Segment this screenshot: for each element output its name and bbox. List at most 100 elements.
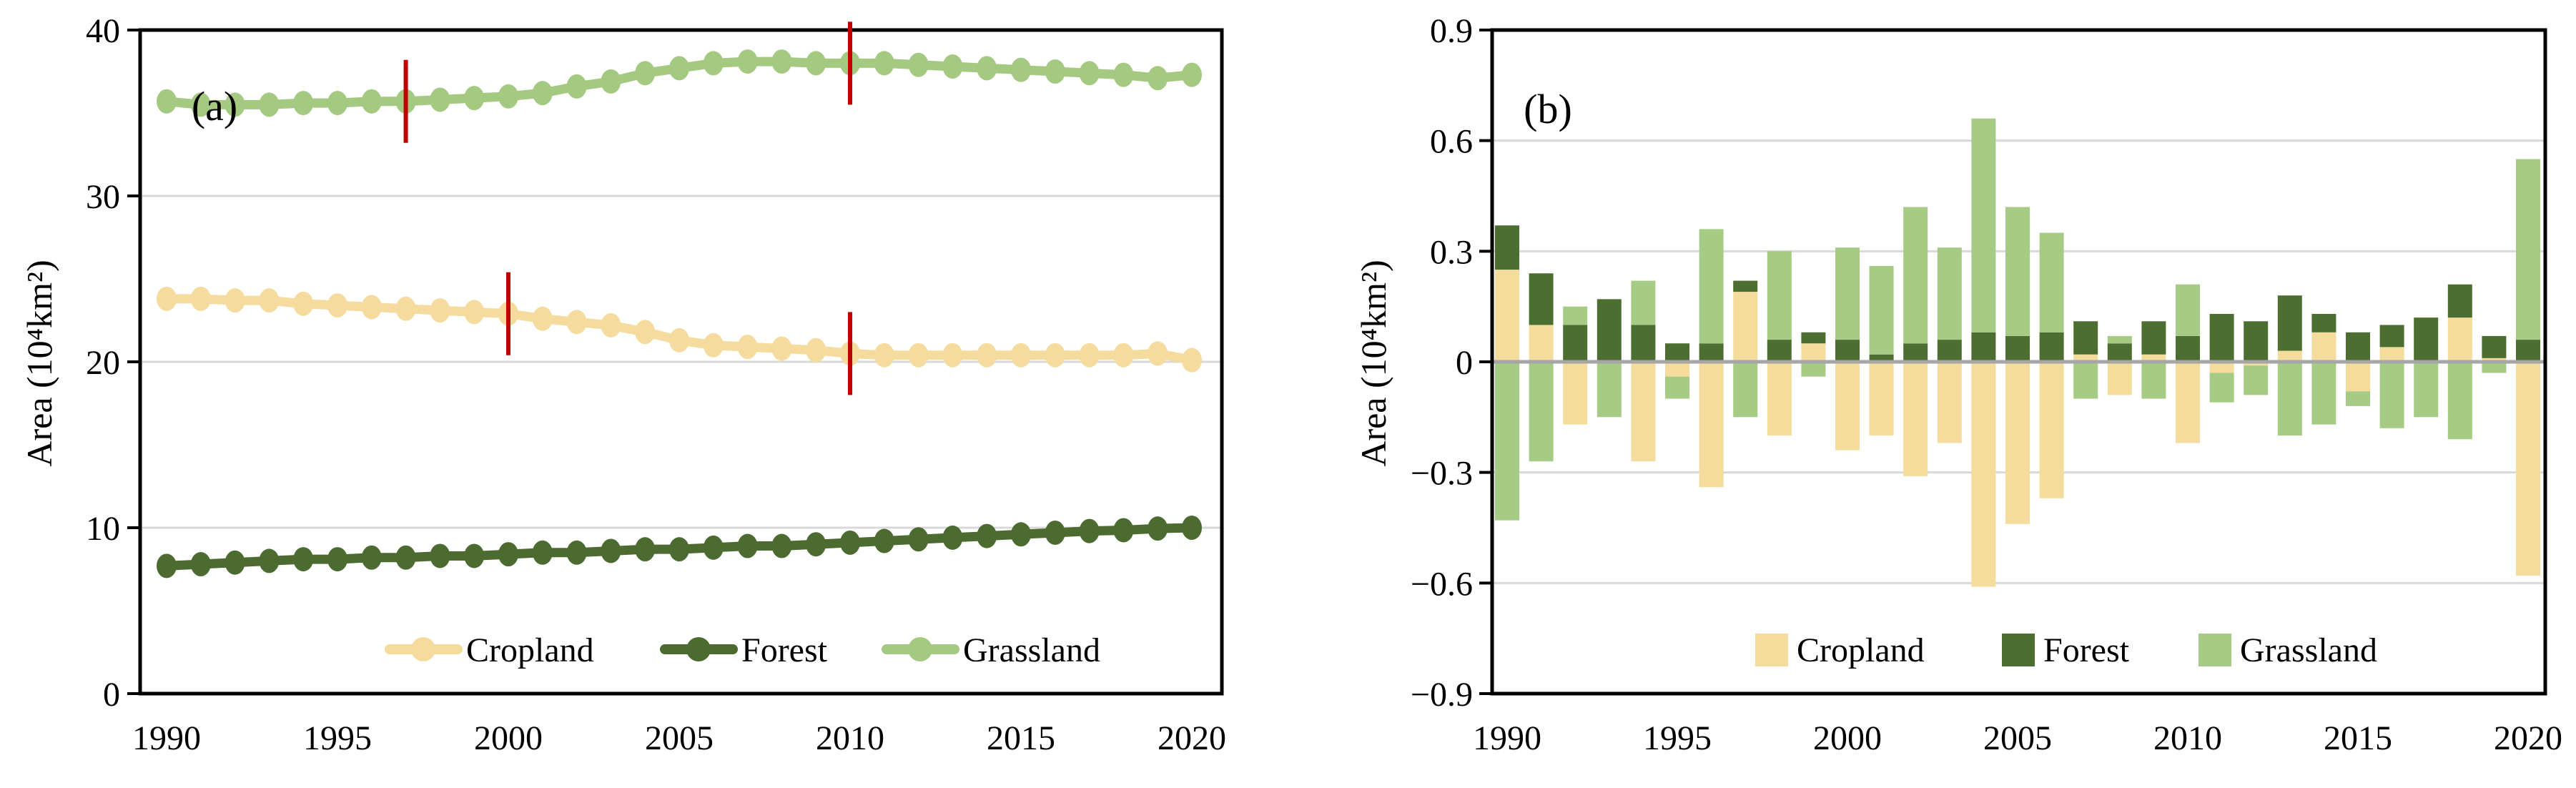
legend-swatch xyxy=(2199,634,2231,666)
data-point-forest xyxy=(669,537,689,562)
legend-dot-marker xyxy=(908,637,932,661)
data-point-forest xyxy=(259,548,280,573)
data-point-cropland xyxy=(669,327,689,353)
bar-segment-forest xyxy=(2209,313,2234,362)
bar-segment-cropland xyxy=(2346,362,2370,392)
data-point-grassland xyxy=(771,49,792,74)
data-point-forest xyxy=(1045,520,1065,545)
y-tick-label: 0.3 xyxy=(1430,233,1473,271)
bar-segment-cropland xyxy=(2039,362,2064,498)
bar-segment-forest xyxy=(1835,340,1860,362)
x-tick-label: 1990 xyxy=(1473,719,1541,757)
data-point-cropland xyxy=(977,343,997,368)
data-point-grassland xyxy=(1045,59,1065,84)
data-point-cropland xyxy=(566,310,587,335)
data-point-cropland xyxy=(942,343,963,368)
bar-segment-cropland xyxy=(2141,354,2166,362)
bar-segment-forest xyxy=(1767,340,1792,362)
data-point-forest xyxy=(1113,518,1134,543)
bar-segment-cropland xyxy=(2277,350,2302,362)
bar-segment-grassland xyxy=(1801,362,1826,377)
data-point-grassland xyxy=(361,89,382,114)
data-point-grassland xyxy=(737,49,758,74)
bar-segment-grassland xyxy=(1563,306,1588,325)
bar-segment-cropland xyxy=(1495,270,1519,362)
data-point-cropland xyxy=(464,300,485,325)
bar-segment-grassland xyxy=(2209,373,2234,403)
bar-segment-forest xyxy=(1937,340,1962,362)
data-point-forest xyxy=(908,527,929,552)
bar-segment-forest xyxy=(2107,343,2132,362)
bar-segment-cropland xyxy=(2209,362,2234,373)
data-point-grassland xyxy=(190,92,211,117)
bar-segment-grassland xyxy=(1495,362,1519,521)
bar-segment-forest xyxy=(2379,325,2404,348)
x-tick-label: 2020 xyxy=(1158,719,1226,757)
bar-segment-forest xyxy=(1495,225,1519,270)
y-tick-label: 40 xyxy=(86,12,120,50)
bar-segment-cropland xyxy=(1869,362,1894,436)
bar-segment-forest xyxy=(2482,335,2507,358)
data-point-forest xyxy=(771,533,792,558)
bar-segment-forest xyxy=(1563,325,1588,362)
data-point-forest xyxy=(840,530,860,555)
data-point-cropland xyxy=(157,286,177,311)
chart-a-plot xyxy=(157,49,1202,578)
bar-segment-forest xyxy=(1903,343,1928,362)
chart-a-frame xyxy=(127,28,1224,696)
bar-segment-grassland xyxy=(2277,362,2302,436)
legend-item-cropland: Cropland xyxy=(1755,631,1925,669)
data-point-forest xyxy=(566,540,587,565)
data-point-grassland xyxy=(157,89,177,114)
bar-segment-grassland xyxy=(2414,362,2439,418)
bar-segment-cropland xyxy=(2516,362,2540,576)
legend-label-forest: Forest xyxy=(741,631,828,669)
data-point-forest xyxy=(293,547,314,572)
bar-segment-grassland xyxy=(2073,362,2098,399)
y-tick-label: −0.9 xyxy=(1411,676,1473,714)
bar-segment-cropland xyxy=(1529,325,1554,362)
data-point-cropland xyxy=(1079,343,1100,368)
y-tick-label: 10 xyxy=(86,510,120,548)
data-point-cropland xyxy=(1148,341,1168,366)
bar-segment-grassland xyxy=(2039,232,2064,333)
x-tick-label: 2005 xyxy=(645,719,714,757)
bar-segment-forest xyxy=(1631,325,1656,362)
data-point-grassland xyxy=(635,61,656,86)
data-point-cropland xyxy=(601,312,621,338)
data-point-forest xyxy=(361,545,382,570)
bar-segment-cropland xyxy=(1563,362,1588,425)
bar-segment-forest xyxy=(2176,335,2200,362)
data-point-forest xyxy=(874,528,894,553)
panel-a-label: (a) xyxy=(192,83,237,129)
data-point-cropland xyxy=(635,320,656,345)
bar-segment-cropland xyxy=(1699,362,1724,488)
x-tick-label: 2020 xyxy=(2494,719,2562,757)
bar-segment-cropland xyxy=(2073,354,2098,362)
data-point-cropland xyxy=(395,296,416,321)
legend-item-forest: Forest xyxy=(2002,631,2130,669)
bar-segment-grassland xyxy=(2447,362,2472,440)
bar-segment-forest xyxy=(2073,321,2098,355)
y-tick-label: 0.6 xyxy=(1430,123,1473,161)
bar-segment-forest xyxy=(2516,340,2540,362)
legend-dot-marker xyxy=(686,637,711,661)
data-point-cropland xyxy=(327,293,347,318)
data-point-grassland xyxy=(942,54,963,79)
bar-segment-cropland xyxy=(1835,362,1860,450)
bar-segment-grassland xyxy=(2005,207,2030,336)
y-tick-label: 30 xyxy=(86,178,120,216)
data-point-grassland xyxy=(908,52,929,77)
data-point-forest xyxy=(327,547,347,572)
data-point-forest xyxy=(1148,516,1168,541)
x-tick-label: 2015 xyxy=(2324,719,2392,757)
x-tick-label: 2010 xyxy=(816,719,884,757)
legend-label-cropland: Cropland xyxy=(1797,631,1925,669)
data-point-cropland xyxy=(293,291,314,316)
data-point-forest xyxy=(1011,522,1031,547)
bar-segment-cropland xyxy=(1767,362,1792,436)
bar-segment-grassland xyxy=(1665,376,1689,399)
bar-segment-forest xyxy=(2244,321,2269,362)
bar-segment-forest xyxy=(1699,343,1724,362)
